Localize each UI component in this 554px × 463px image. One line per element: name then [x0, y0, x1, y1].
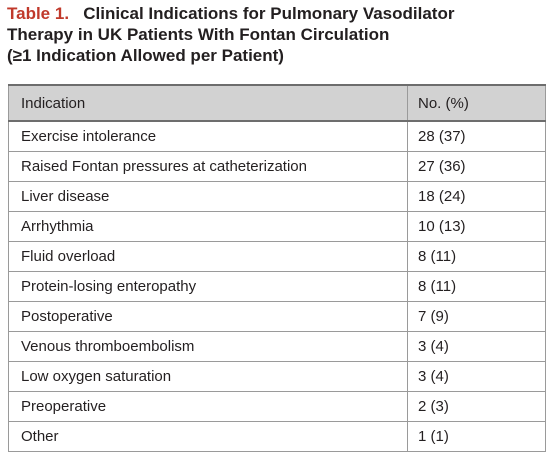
table-row: Preoperative 2 (3): [8, 391, 546, 422]
indication-cell: Postoperative: [8, 301, 408, 332]
header-count: No. (%): [407, 84, 546, 122]
caption-line-1: Table 1. Clinical Indications for Pulmon…: [7, 3, 547, 24]
caption-title-line-1: Clinical Indications for Pulmonary Vasod…: [83, 4, 455, 23]
indication-cell: Arrhythmia: [8, 211, 408, 242]
caption-title-line-2: Therapy in UK Patients With Fontan Circu…: [7, 25, 390, 44]
count-cell: 1 (1): [407, 421, 546, 452]
table-row: Low oxygen saturation 3 (4): [8, 361, 546, 392]
table-row: Fluid overload 8 (11): [8, 241, 546, 272]
count-cell: 27 (36): [407, 151, 546, 182]
count-cell: 18 (24): [407, 181, 546, 212]
table-row: Arrhythmia 10 (13): [8, 211, 546, 242]
table-row: Raised Fontan pressures at catheterizati…: [8, 151, 546, 182]
indication-cell: Preoperative: [8, 391, 408, 422]
table-row: Protein-losing enteropathy 8 (11): [8, 271, 546, 302]
table-row: Other 1 (1): [8, 421, 546, 452]
indication-cell: Liver disease: [8, 181, 408, 212]
table-row: Exercise intolerance 28 (37): [8, 121, 546, 152]
indication-cell: Low oxygen saturation: [8, 361, 408, 392]
count-cell: 8 (11): [407, 241, 546, 272]
table-caption: Table 1. Clinical Indications for Pulmon…: [7, 3, 547, 66]
count-cell: 3 (4): [407, 361, 546, 392]
count-cell: 3 (4): [407, 331, 546, 362]
header-indication: Indication: [8, 84, 408, 122]
indication-cell: Other: [8, 421, 408, 452]
count-cell: 28 (37): [407, 121, 546, 152]
count-cell: 2 (3): [407, 391, 546, 422]
table-row: Postoperative 7 (9): [8, 301, 546, 332]
table-row: Liver disease 18 (24): [8, 181, 546, 212]
indications-table: Indication No. (%) Exercise intolerance 2…: [8, 84, 546, 452]
indication-cell: Venous thromboembolism: [8, 331, 408, 362]
header-row: Indication No. (%): [8, 84, 546, 122]
count-cell: 7 (9): [407, 301, 546, 332]
indication-cell: Raised Fontan pressures at catheterizati…: [8, 151, 408, 182]
caption-title-line-3: (≥1 Indication Allowed per Patient): [7, 46, 284, 65]
count-cell: 8 (11): [407, 271, 546, 302]
table-row: Venous thromboembolism 3 (4): [8, 331, 546, 362]
indication-cell: Protein-losing enteropathy: [8, 271, 408, 302]
indication-cell: Fluid overload: [8, 241, 408, 272]
table-label: Table 1.: [7, 4, 70, 23]
count-cell: 10 (13): [407, 211, 546, 242]
indication-cell: Exercise intolerance: [8, 121, 408, 152]
